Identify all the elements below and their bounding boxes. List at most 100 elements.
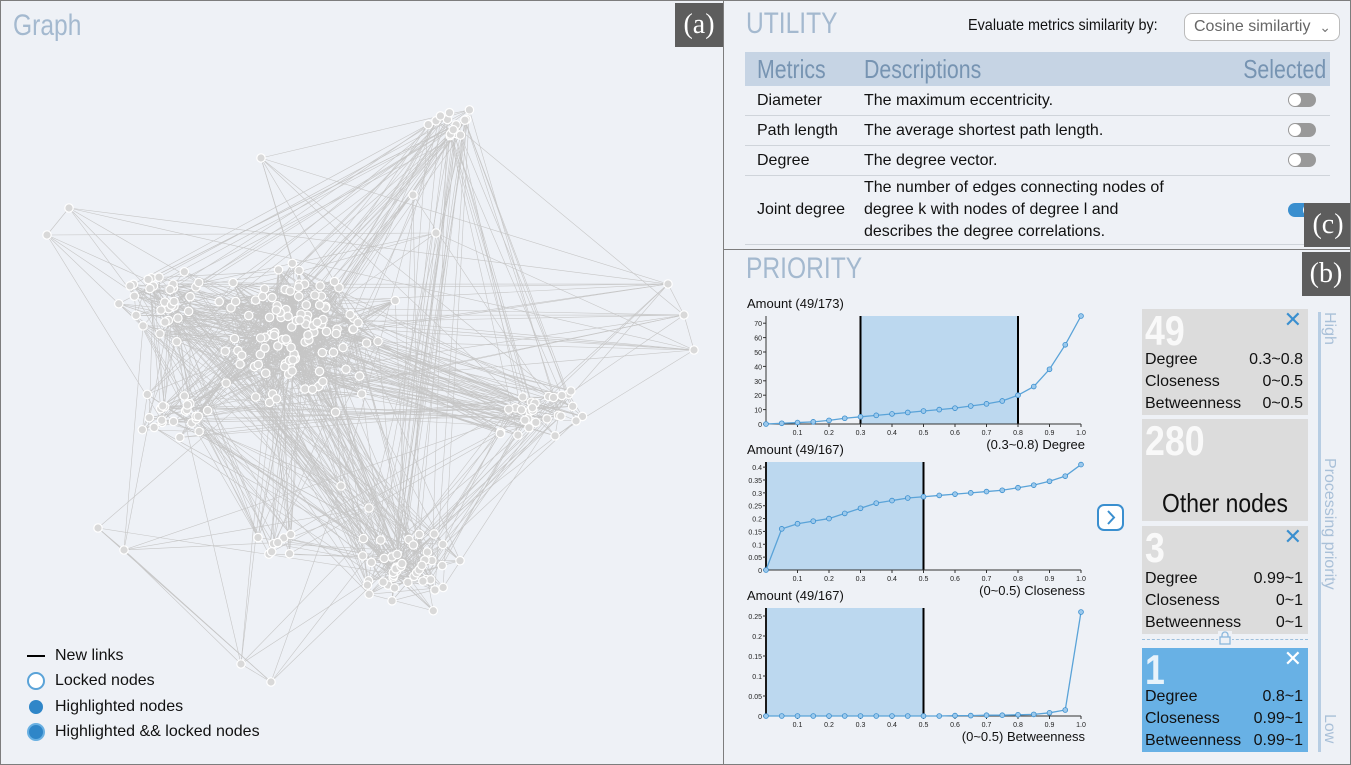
graph-node xyxy=(397,558,407,569)
priority-high-label: High xyxy=(1321,312,1338,345)
data-point xyxy=(1015,712,1021,718)
range-row: Closeness 0~0.5 xyxy=(1145,371,1303,393)
graph-node xyxy=(137,424,148,435)
similarity-select[interactable]: Cosine similartiy ⌄ xyxy=(1184,13,1340,41)
graph-node xyxy=(286,342,296,353)
chart-3: 0 0.05 0.1 0.15 0.2 0.25 0.1 0.2 0.3 0.4 0.5 0.6 0.7… xyxy=(747,588,1086,744)
graph-node xyxy=(403,577,413,588)
toggle-degree[interactable] xyxy=(1288,153,1316,168)
graph-node xyxy=(331,328,342,339)
x-tick-label: 0.7 xyxy=(982,430,992,437)
range-value: 0.99~1 xyxy=(1253,710,1303,727)
header-metrics[interactable]: Metrics xyxy=(745,52,864,86)
graph-node xyxy=(229,333,240,344)
graph-node xyxy=(295,315,305,325)
header-selected[interactable]: Selected xyxy=(1224,52,1330,86)
y-tick-label: 0.2 xyxy=(752,517,762,524)
graph-node xyxy=(373,336,383,347)
graph-node xyxy=(430,585,440,595)
graph-node xyxy=(283,311,293,322)
chart-title: Amount (49/167) xyxy=(747,442,844,457)
graph-node xyxy=(357,551,368,561)
graph-node xyxy=(183,306,194,317)
priority-card[interactable]: 1 ✕ Degree 0.8~1 Closeness 0.99~1 Betweenness 0… xyxy=(1142,646,1308,752)
graph-node xyxy=(156,415,167,426)
y-tick-label: 0.2 xyxy=(752,634,762,641)
toggle-diameter[interactable] xyxy=(1288,93,1316,108)
data-point xyxy=(904,495,911,501)
graph-node xyxy=(310,290,320,300)
graph-node xyxy=(567,401,578,412)
range-row: Degree 0.3~0.8 xyxy=(1145,349,1303,371)
graph-node xyxy=(566,386,576,396)
toggle-path-length[interactable] xyxy=(1288,123,1316,138)
range-row: Betweenness 0.99~1 xyxy=(1145,730,1303,752)
range-row: Betweenness 0~1 xyxy=(1145,612,1303,634)
graph-node xyxy=(250,392,261,402)
priority-card[interactable]: 3 ✕ Degree 0.99~1 Closeness 0~1 Betweenness 0~1 xyxy=(1142,524,1308,634)
graph-node xyxy=(287,366,297,376)
y-tick-label: 0.35 xyxy=(748,478,762,485)
priority-card[interactable]: 49 ✕ Degree 0.3~0.8 Closeness 0~0.5 Betweennes… xyxy=(1142,307,1308,415)
table-row: Joint degree The number of edges connect… xyxy=(745,175,1330,245)
data-point xyxy=(841,415,848,422)
close-icon[interactable]: ✕ xyxy=(1283,646,1302,671)
priority-title: PRIORITY xyxy=(746,252,863,285)
range-metric: Degree xyxy=(1145,688,1198,705)
y-tick-label: 0.25 xyxy=(748,614,762,621)
graph-node xyxy=(429,529,440,539)
graph-node xyxy=(131,310,141,321)
graph-node xyxy=(321,326,332,337)
graph-node xyxy=(577,411,588,422)
graph-node xyxy=(287,258,298,269)
data-point xyxy=(889,411,895,417)
graph-node xyxy=(354,371,365,381)
data-point xyxy=(763,713,769,719)
data-point xyxy=(794,419,801,426)
header-descriptions[interactable]: Descriptions xyxy=(864,52,1224,86)
graph-node xyxy=(348,324,359,334)
data-point xyxy=(1078,461,1084,468)
graph-node xyxy=(157,401,168,411)
priority-card[interactable]: 280 Other nodes xyxy=(1142,417,1308,521)
table-row: Diameter The maximum eccentricity. xyxy=(745,86,1330,116)
data-point xyxy=(952,712,958,719)
data-point xyxy=(920,493,927,500)
network-graph[interactable] xyxy=(1,1,724,765)
data-point xyxy=(889,497,895,504)
graph-node xyxy=(364,589,374,600)
graph-node xyxy=(179,266,190,277)
graph-node xyxy=(303,330,313,340)
line-icon xyxy=(27,654,45,657)
x-tick-label: 0.8 xyxy=(1013,576,1023,583)
graph-node xyxy=(182,400,193,410)
data-point xyxy=(920,408,927,414)
range-metric: Betweenness xyxy=(1145,732,1242,749)
graph-node xyxy=(431,228,441,238)
card-count: 1 xyxy=(1145,646,1165,693)
range-row: Closeness 0~1 xyxy=(1145,590,1303,612)
close-icon[interactable]: ✕ xyxy=(1283,307,1302,332)
range-metric: Degree xyxy=(1145,351,1198,368)
data-point xyxy=(1046,366,1053,373)
graph-node xyxy=(155,328,165,339)
priority-panel: PRIORITY (b) 0 10 20 30 40 50 60 70 0.1 0.2 0.3 0.4… xyxy=(723,249,1351,765)
graph-node xyxy=(145,283,155,294)
data-point xyxy=(873,713,880,719)
x-tick-label: 0.8 xyxy=(1013,722,1023,729)
graph-node xyxy=(329,276,340,287)
graph-node xyxy=(168,416,179,427)
graph-node xyxy=(230,296,241,307)
close-icon[interactable]: ✕ xyxy=(1283,524,1302,549)
graph-node xyxy=(495,428,506,439)
graph-node xyxy=(460,115,470,125)
chart-title: Amount (49/167) xyxy=(747,588,844,603)
x-tick-label: 0.5 xyxy=(919,430,929,437)
graph-node xyxy=(314,366,325,377)
lock-icon[interactable] xyxy=(1218,631,1232,645)
x-tick-label: 0.5 xyxy=(919,722,929,729)
data-point xyxy=(936,713,943,719)
apply-button[interactable] xyxy=(1097,504,1124,531)
graph-node xyxy=(527,402,538,413)
